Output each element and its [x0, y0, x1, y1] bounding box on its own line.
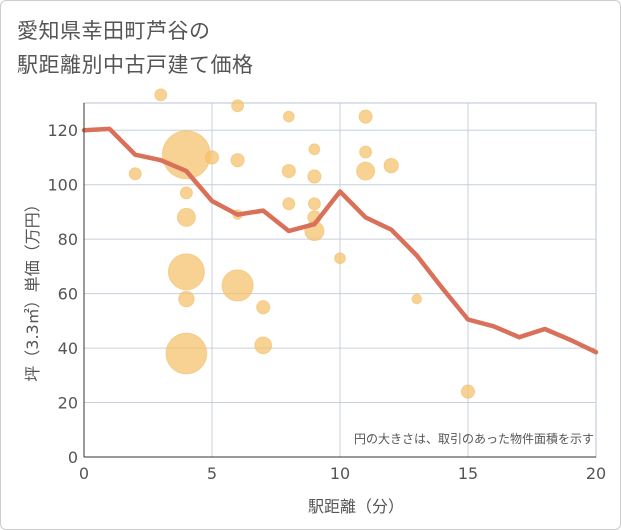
x-tick-label: 0 — [79, 464, 89, 483]
x-tick-label: 15 — [458, 464, 478, 483]
data-point — [165, 332, 208, 375]
data-point — [204, 150, 220, 165]
tick-labels: 0 5 10 15 20 0 20 40 60 80 100 120 — [47, 121, 606, 483]
data-point — [307, 197, 321, 211]
x-tick-label: 5 — [207, 464, 217, 483]
y-tick-label: 100 — [47, 176, 78, 195]
x-tick-label: 10 — [330, 464, 350, 483]
data-point — [307, 169, 322, 184]
data-point — [256, 300, 271, 315]
data-point — [179, 186, 193, 200]
data-point — [221, 269, 254, 302]
y-tick-label: 40 — [58, 339, 78, 358]
y-tick-label: 120 — [47, 121, 78, 140]
data-point — [178, 290, 195, 308]
chart-title: 愛知県幸田町芦谷の 駅距離別中古戸建て価格 — [17, 14, 254, 82]
data-point — [356, 161, 376, 181]
data-point — [358, 109, 373, 124]
data-point — [460, 384, 476, 399]
data-point — [154, 88, 168, 102]
data-point — [230, 153, 245, 168]
bubble-size-note: 円の大きさは、取引のあった物件面積を示す — [354, 431, 594, 446]
axes — [83, 103, 596, 458]
data-point — [383, 157, 399, 174]
data-point — [308, 143, 321, 156]
y-tick-label: 0 — [68, 448, 78, 467]
data-point — [334, 252, 346, 265]
data-point — [282, 197, 296, 211]
data-point — [167, 253, 205, 291]
data-point — [359, 145, 373, 159]
x-tick-label: 20 — [586, 464, 606, 483]
title-line-1: 愛知県幸田町芦谷の — [17, 19, 211, 43]
bubble-layer — [128, 88, 476, 399]
data-point — [176, 207, 196, 227]
y-tick-label: 20 — [58, 394, 78, 413]
data-point — [254, 336, 273, 355]
y-axis-title: 坪（3.3㎡）単価（万円） — [23, 196, 42, 381]
title-line-2: 駅距離別中古戸建て価格 — [17, 53, 254, 77]
data-point — [282, 110, 295, 123]
grid-lines — [83, 102, 597, 458]
trend-line — [81, 126, 599, 355]
y-tick-label: 60 — [58, 285, 78, 304]
x-axis-title: 駅距離（分） — [308, 497, 404, 516]
data-point — [128, 167, 142, 181]
data-point — [411, 293, 423, 305]
data-point — [281, 163, 296, 179]
y-tick-label: 80 — [58, 230, 78, 249]
data-point — [231, 99, 245, 113]
